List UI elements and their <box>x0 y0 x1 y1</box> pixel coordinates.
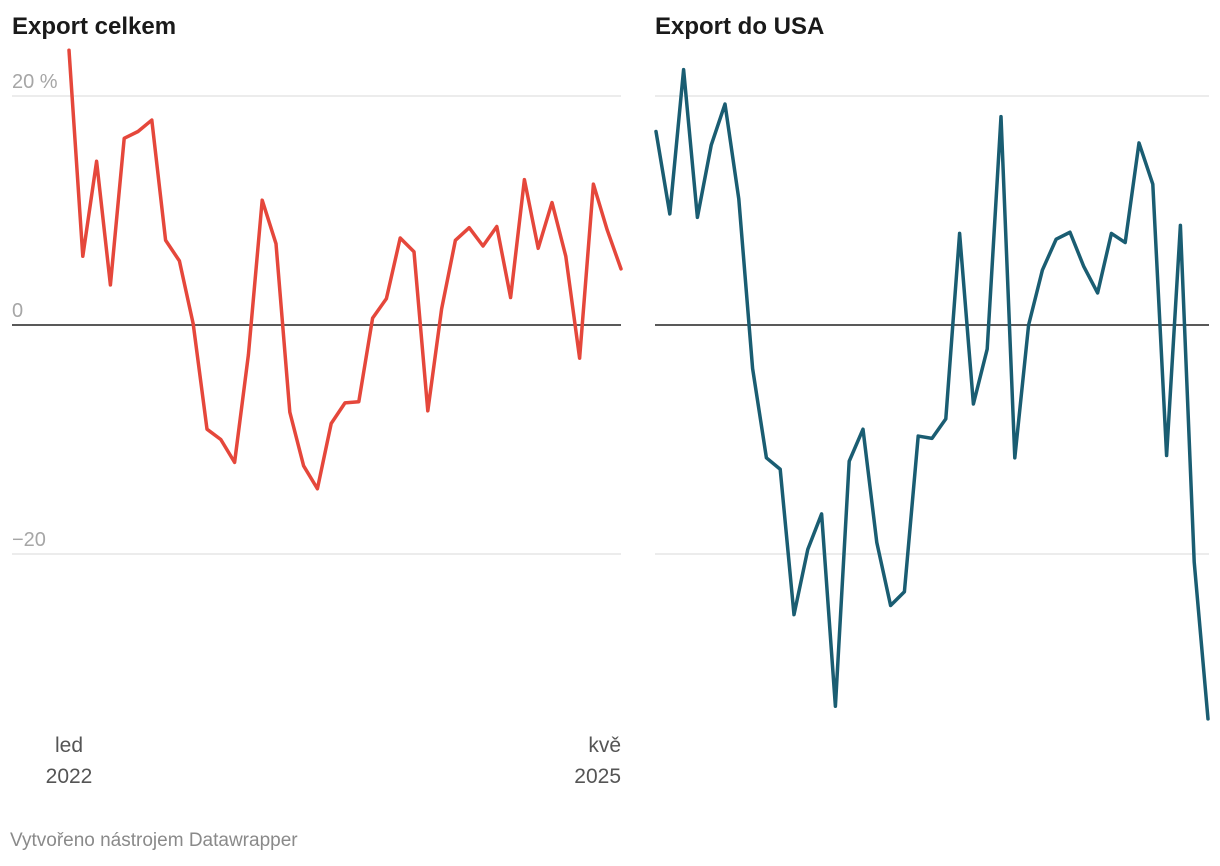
y-tick-label: −20 <box>12 529 46 551</box>
panel-export-celkem: Export celkem 20 % 0 −20 led 2022 kvě 2025 <box>12 13 623 788</box>
y-tick-label: 0 <box>12 300 23 322</box>
panel-export-do-usa: Export do USA <box>654 13 1210 721</box>
x-tick-label-month: led <box>55 734 83 757</box>
series-line <box>654 67 1210 721</box>
credit-text: Vytvořeno nástrojem Datawrapper <box>10 830 298 851</box>
chart-title: Export do USA <box>655 13 824 40</box>
x-tick-label-year: 2025 <box>574 765 621 788</box>
x-tick-label-month: kvě <box>588 734 621 757</box>
series-line <box>67 48 623 491</box>
chart-title: Export celkem <box>12 13 176 40</box>
x-tick-label-year: 2022 <box>46 765 93 788</box>
y-tick-label: 20 % <box>12 71 58 93</box>
